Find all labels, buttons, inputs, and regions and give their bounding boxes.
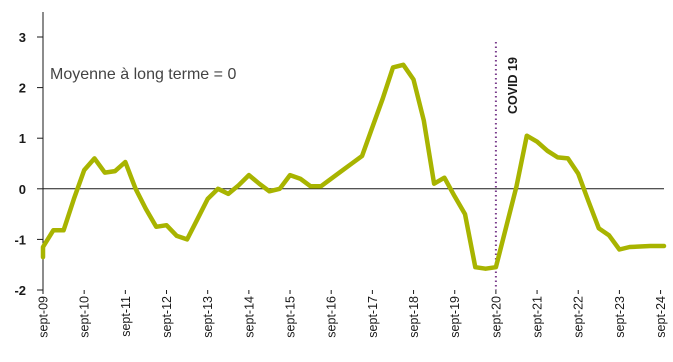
x-tick-label: sept-17 [366,296,380,338]
x-tick-label: sept-12 [160,296,174,338]
long-term-average-note: Moyenne à long terme = 0 [50,66,236,83]
series-group [40,62,667,271]
x-tick-label: sept-09 [37,296,51,338]
x-tick-label: sept-16 [325,296,339,338]
y-tick-label: -2 [14,283,26,298]
x-tick-label: sept-21 [531,296,545,338]
y-tick-label: 3 [19,30,26,45]
x-tick-label: sept-20 [489,296,503,338]
x-tick-label: sept-22 [572,296,586,338]
y-tick-label: 2 [19,81,26,96]
y-tick-label: 0 [19,182,26,197]
x-tick-label: sept-14 [242,296,256,338]
x-tick-label: sept-23 [613,296,627,338]
x-tick-label: sept-13 [201,296,215,338]
y-tick-label: -1 [14,232,26,247]
x-tick-label: sept-10 [78,296,92,338]
y-axis: 3 2 1 0 -1 -2 [14,12,44,298]
x-axis: sept-09 sept-10 sept-11 sept-12 sept-13 sept-… [37,290,668,338]
x-tick-label: sept-24 [654,296,668,338]
covid-label: COVID 19 [506,57,520,114]
y-tick-label: 1 [19,131,26,146]
x-tick-label: sept-18 [407,296,421,338]
x-tick-label: sept-11 [119,296,133,337]
series-line [40,62,667,271]
x-tick-label: sept-15 [284,296,298,338]
x-tick-label: sept-19 [448,296,462,338]
